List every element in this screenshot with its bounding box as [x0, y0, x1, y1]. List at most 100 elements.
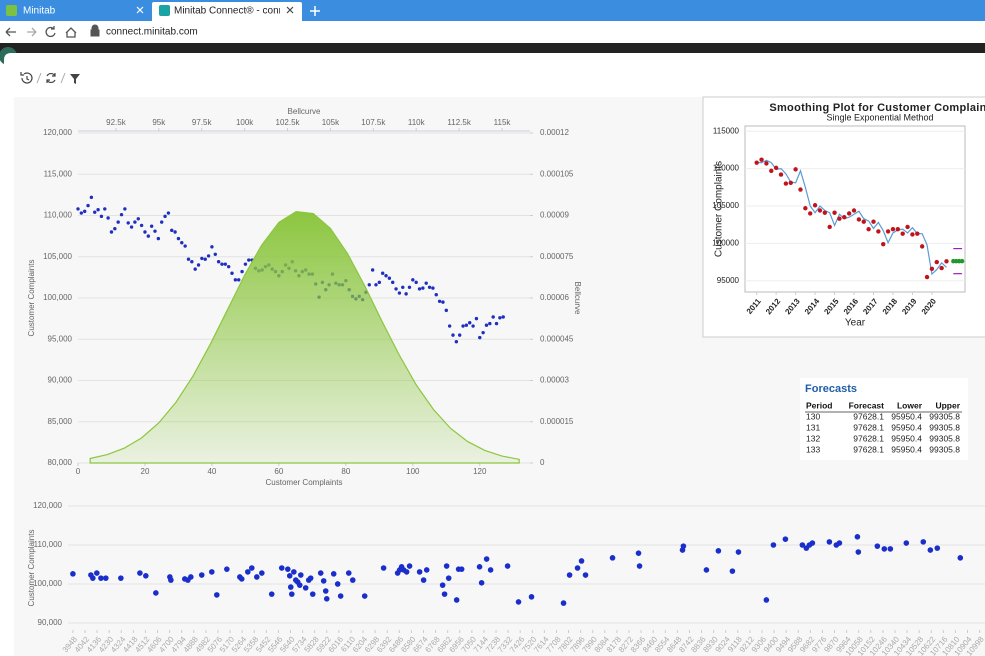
data-point — [895, 226, 901, 232]
data-point — [213, 252, 217, 256]
data-point — [284, 566, 291, 572]
tab-title[interactable]: Minitab Connect® - connect.mini — [174, 6, 319, 17]
data-point — [297, 572, 304, 578]
x2-tick-label: 95k — [152, 118, 166, 127]
app-header — [0, 43, 985, 54]
data-point — [924, 274, 930, 280]
data-point — [504, 563, 511, 569]
data-point — [404, 292, 408, 296]
forward-button[interactable] — [27, 27, 37, 37]
new-tab[interactable] — [310, 6, 320, 16]
data-point — [929, 266, 935, 272]
data-point — [186, 257, 191, 261]
y-axis-title: Customer Complaints — [27, 530, 36, 607]
data-point — [439, 582, 446, 588]
data-point — [106, 216, 110, 220]
separator — [36, 72, 42, 84]
data-point — [170, 228, 174, 233]
data-point — [374, 283, 378, 287]
data-point — [832, 210, 837, 215]
tab-title[interactable]: Minitab — [23, 6, 56, 17]
refresh-button[interactable] — [46, 72, 56, 84]
x-tick-label: 80 — [341, 467, 350, 476]
x-axis-title: Customer Complaints — [266, 478, 343, 487]
data-point — [86, 203, 90, 208]
tab-strip — [0, 0, 985, 21]
data-point — [566, 572, 573, 578]
y-tick-label: 120,000 — [43, 128, 72, 137]
data-point — [782, 536, 789, 542]
data-point — [484, 323, 489, 327]
history-button[interactable] — [20, 72, 33, 84]
x-tick-label: 60 — [274, 467, 283, 476]
data-point — [900, 231, 905, 236]
data-point — [168, 577, 174, 583]
table-cell: 130 — [806, 411, 820, 421]
data-point — [471, 324, 475, 328]
data-point — [680, 543, 687, 549]
data-point — [118, 575, 124, 581]
data-point — [163, 214, 167, 219]
data-point — [99, 214, 104, 219]
data-point — [153, 229, 157, 233]
x-axis-title: Year — [845, 318, 866, 329]
data-point — [397, 291, 402, 295]
y2-tick-label: 0.000105 — [540, 169, 574, 178]
data-point — [406, 563, 413, 569]
data-point — [237, 278, 241, 282]
data-point — [876, 229, 881, 234]
data-point — [126, 221, 130, 225]
data-point — [90, 575, 96, 581]
tab-close[interactable] — [286, 6, 294, 14]
url[interactable]: connect.minitab.com — [106, 27, 198, 38]
data-point — [476, 564, 483, 570]
data-point — [143, 572, 149, 579]
data-point — [915, 231, 920, 236]
x-tick-label: 100 — [406, 467, 420, 476]
data-point — [214, 592, 220, 598]
lock-icon — [90, 24, 100, 37]
data-point — [296, 582, 303, 588]
data-point — [149, 224, 154, 228]
tab-active[interactable]: Minitab Connect® - connect.mini — [152, 2, 319, 21]
area — [89, 211, 520, 464]
data-point — [307, 575, 314, 581]
data-point — [394, 287, 398, 291]
data-point — [836, 540, 843, 546]
table-cell: 97628.1 — [853, 433, 884, 443]
data-point — [799, 542, 806, 548]
data-point — [247, 258, 251, 262]
data-point — [881, 546, 888, 552]
data-point — [441, 591, 448, 597]
data-point — [788, 180, 793, 186]
data-point — [407, 285, 412, 289]
data-point — [380, 271, 385, 275]
data-point — [188, 574, 194, 580]
data-point — [635, 550, 642, 556]
reload-button[interactable] — [45, 26, 56, 38]
data-point — [259, 570, 265, 576]
data-point — [927, 547, 934, 553]
x2-tick-label: 102.5k — [276, 118, 301, 127]
data-point — [903, 540, 910, 546]
tab-close[interactable] — [136, 6, 144, 14]
y-tick-label: 105000 — [712, 201, 739, 210]
y-tick-label: 90,000 — [48, 376, 73, 385]
home-button[interactable] — [65, 27, 77, 38]
tab[interactable]: Minitab — [6, 5, 144, 17]
data-point — [146, 234, 151, 238]
table-cell: 95950.4 — [891, 411, 922, 421]
y2-tick-label: 0.00009 — [540, 211, 569, 220]
table-cell: 95950.4 — [891, 444, 922, 454]
data-point — [210, 245, 214, 249]
data-point — [443, 563, 450, 569]
y2-tick-label: 0.000075 — [540, 252, 574, 261]
data-point — [812, 203, 818, 208]
filter-button[interactable] — [70, 74, 80, 84]
back-button[interactable] — [5, 27, 16, 37]
data-point — [910, 232, 915, 237]
data-point — [423, 567, 430, 573]
data-point — [735, 549, 742, 555]
y-tick-label: 95000 — [717, 276, 740, 285]
